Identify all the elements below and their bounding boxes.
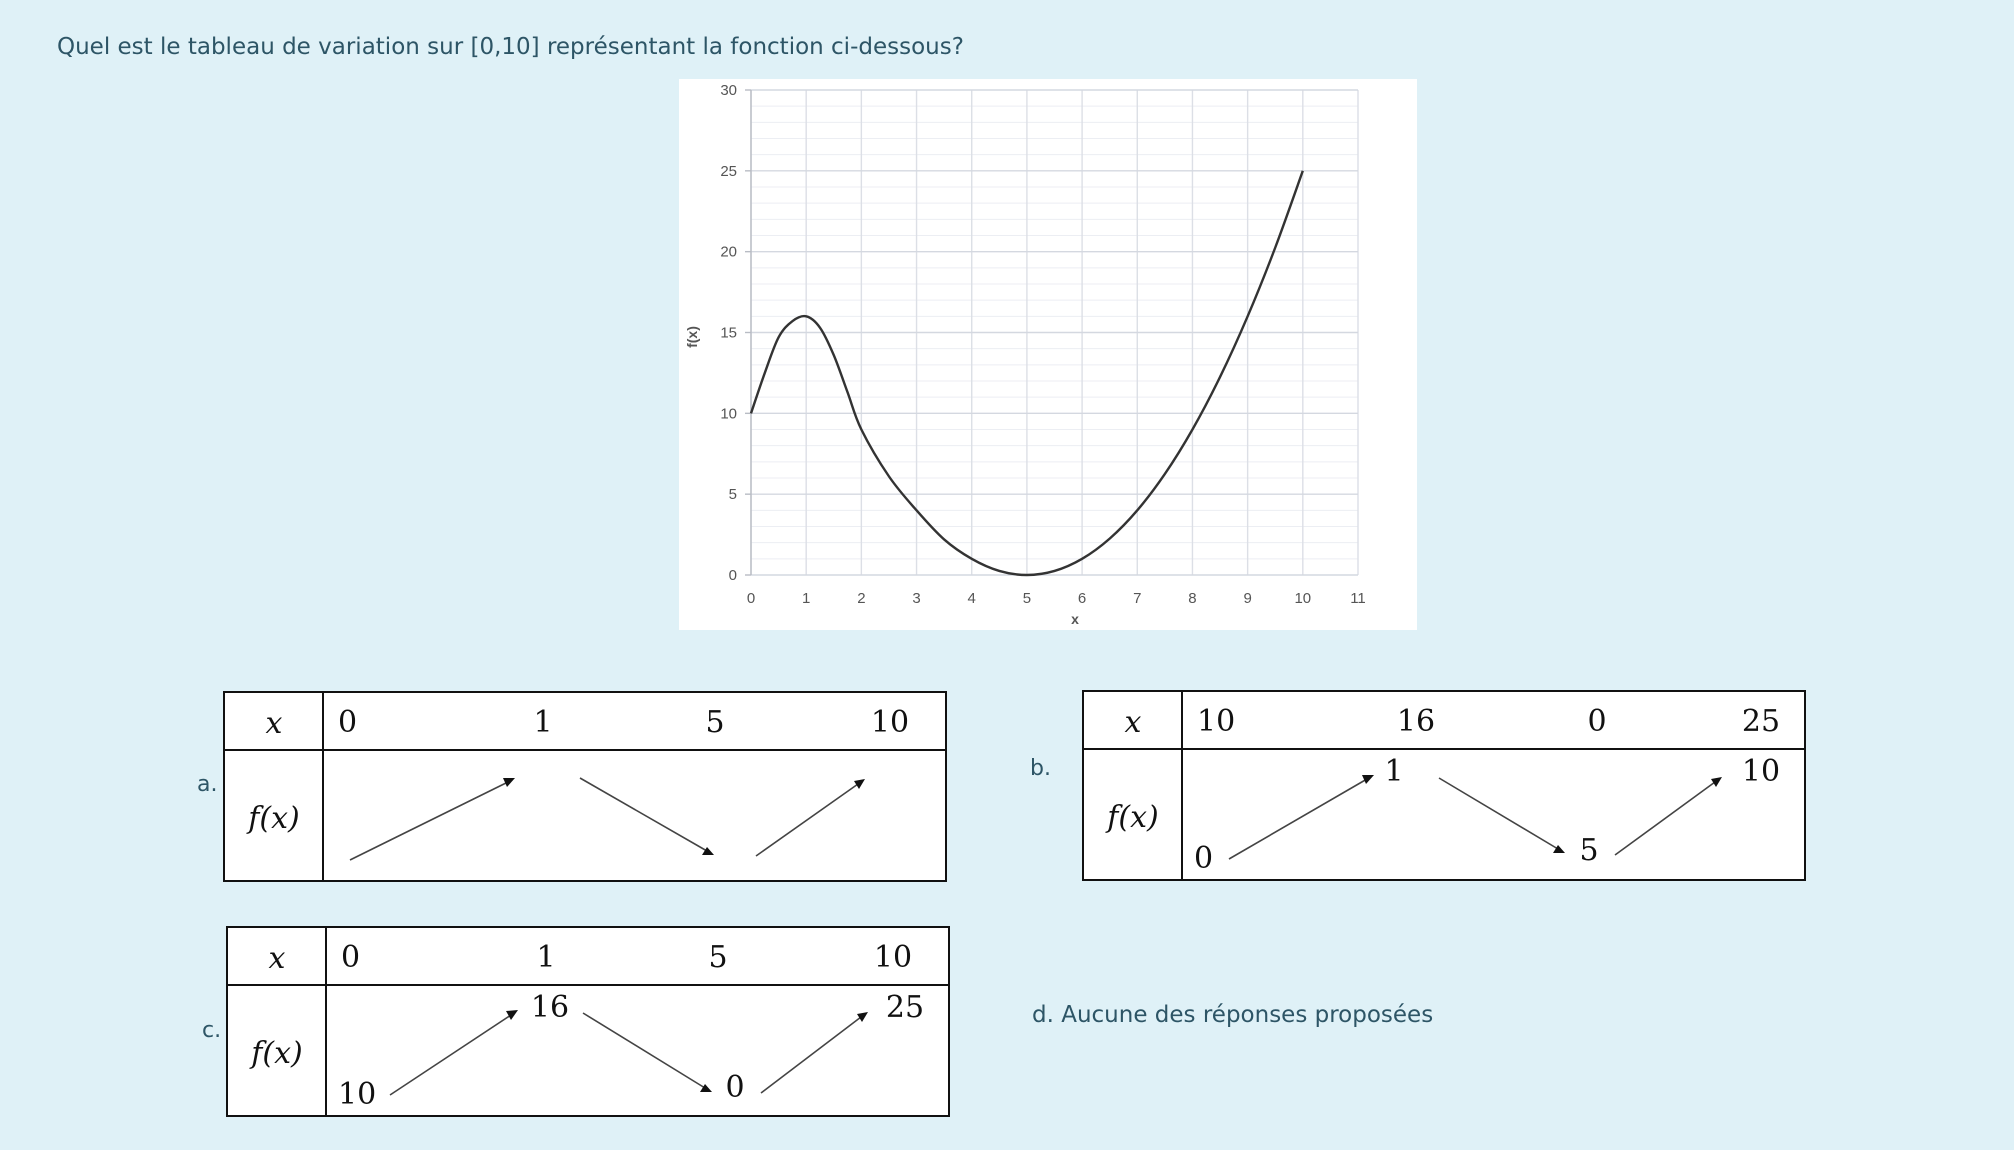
x-value: 10 bbox=[871, 705, 909, 740]
x-value: 5 bbox=[705, 705, 724, 740]
x-header: x bbox=[269, 941, 286, 976]
x-header: x bbox=[1125, 705, 1142, 740]
x-value: 0 bbox=[338, 705, 357, 740]
x-tick-label: 4 bbox=[968, 590, 976, 607]
x-tick-label: 0 bbox=[747, 590, 755, 607]
option-d-text[interactable]: d. Aucune des réponses proposées bbox=[1032, 1002, 1434, 1028]
y-tick-label: 5 bbox=[729, 486, 737, 503]
f-value: 10 bbox=[338, 1077, 376, 1112]
option-b-label[interactable]: b. bbox=[1030, 756, 1051, 781]
x-value: 10 bbox=[874, 940, 912, 975]
y-axis-label: f(x) bbox=[684, 326, 700, 348]
f-value: 16 bbox=[531, 990, 569, 1025]
f-value: 25 bbox=[886, 990, 924, 1025]
option-b-table[interactable]: x f(x) 10 16 0 25 0 1 5 10 bbox=[1081, 689, 1807, 889]
y-tick-label: 0 bbox=[729, 567, 737, 584]
x-tick-label: 11 bbox=[1350, 590, 1366, 607]
variation-arrow bbox=[1438, 777, 1565, 853]
fx-header: f(x) bbox=[249, 1036, 302, 1071]
variation-arrow bbox=[579, 777, 714, 855]
y-tick-label: 30 bbox=[720, 82, 737, 99]
x-value: 1 bbox=[533, 705, 552, 740]
x-value: 0 bbox=[1587, 704, 1606, 739]
f-value: 10 bbox=[1742, 754, 1780, 789]
variation-arrow bbox=[389, 1010, 518, 1096]
x-axis-label: x bbox=[1071, 611, 1079, 627]
x-value: 16 bbox=[1397, 704, 1435, 739]
x-tick-label: 6 bbox=[1078, 590, 1086, 607]
variation-table-a: x f(x) 0 1 5 10 bbox=[223, 691, 947, 882]
x-tick-label: 3 bbox=[912, 590, 920, 607]
y-tick-label: 25 bbox=[720, 163, 737, 180]
y-tick-label: 20 bbox=[720, 244, 737, 261]
f-value: 0 bbox=[725, 1070, 744, 1105]
chart-svg: 0 5 10 15 20 25 30 0 1 2 3 4 5 6 7 8 9 10 11 x f(x) bbox=[684, 82, 1366, 627]
x-value: 25 bbox=[1742, 704, 1780, 739]
x-tick-label: 10 bbox=[1294, 590, 1311, 607]
x-tick-label: 5 bbox=[1023, 590, 1031, 607]
x-tick-label: 9 bbox=[1243, 590, 1251, 607]
question-text: Quel est le tableau de variation sur [0,… bbox=[57, 34, 964, 60]
variation-arrow bbox=[582, 1012, 712, 1092]
x-tick-label: 7 bbox=[1133, 590, 1141, 607]
fx-header: f(x) bbox=[1105, 800, 1158, 835]
y-tick-label: 10 bbox=[720, 405, 737, 422]
option-c-label[interactable]: c. bbox=[202, 1018, 222, 1043]
x-header: x bbox=[266, 706, 283, 741]
f-value: 5 bbox=[1579, 833, 1598, 868]
x-value: 1 bbox=[536, 940, 555, 975]
x-value: 10 bbox=[1197, 704, 1235, 739]
x-tick-label: 8 bbox=[1188, 590, 1196, 607]
x-tick-label: 2 bbox=[857, 590, 865, 607]
x-value: 0 bbox=[341, 940, 360, 975]
variation-arrow bbox=[760, 1012, 868, 1094]
f-value: 0 bbox=[1194, 841, 1213, 876]
function-chart: 0 5 10 15 20 25 30 0 1 2 3 4 5 6 7 8 9 10 11 x f(x) bbox=[679, 79, 1417, 630]
function-curve bbox=[749, 170, 1304, 577]
x-value: 5 bbox=[708, 940, 727, 975]
variation-table-c: x f(x) 0 1 5 10 10 16 0 25 bbox=[226, 926, 950, 1117]
variation-arrow bbox=[349, 778, 515, 861]
option-c-table[interactable]: x f(x) 0 1 5 10 10 16 0 25 bbox=[225, 925, 951, 1125]
f-value: 1 bbox=[1384, 754, 1403, 789]
y-tick-label: 15 bbox=[720, 325, 737, 342]
fx-header: f(x) bbox=[246, 801, 299, 836]
option-a-table[interactable]: x f(x) 0 1 5 10 bbox=[222, 690, 948, 890]
variation-arrow bbox=[1614, 777, 1722, 856]
variation-arrow bbox=[755, 779, 865, 857]
variation-arrow bbox=[1228, 775, 1374, 860]
option-a-label[interactable]: a. bbox=[197, 772, 218, 797]
variation-table-b: x f(x) 10 16 0 25 0 1 5 10 bbox=[1082, 690, 1806, 881]
x-tick-label: 1 bbox=[802, 590, 810, 607]
